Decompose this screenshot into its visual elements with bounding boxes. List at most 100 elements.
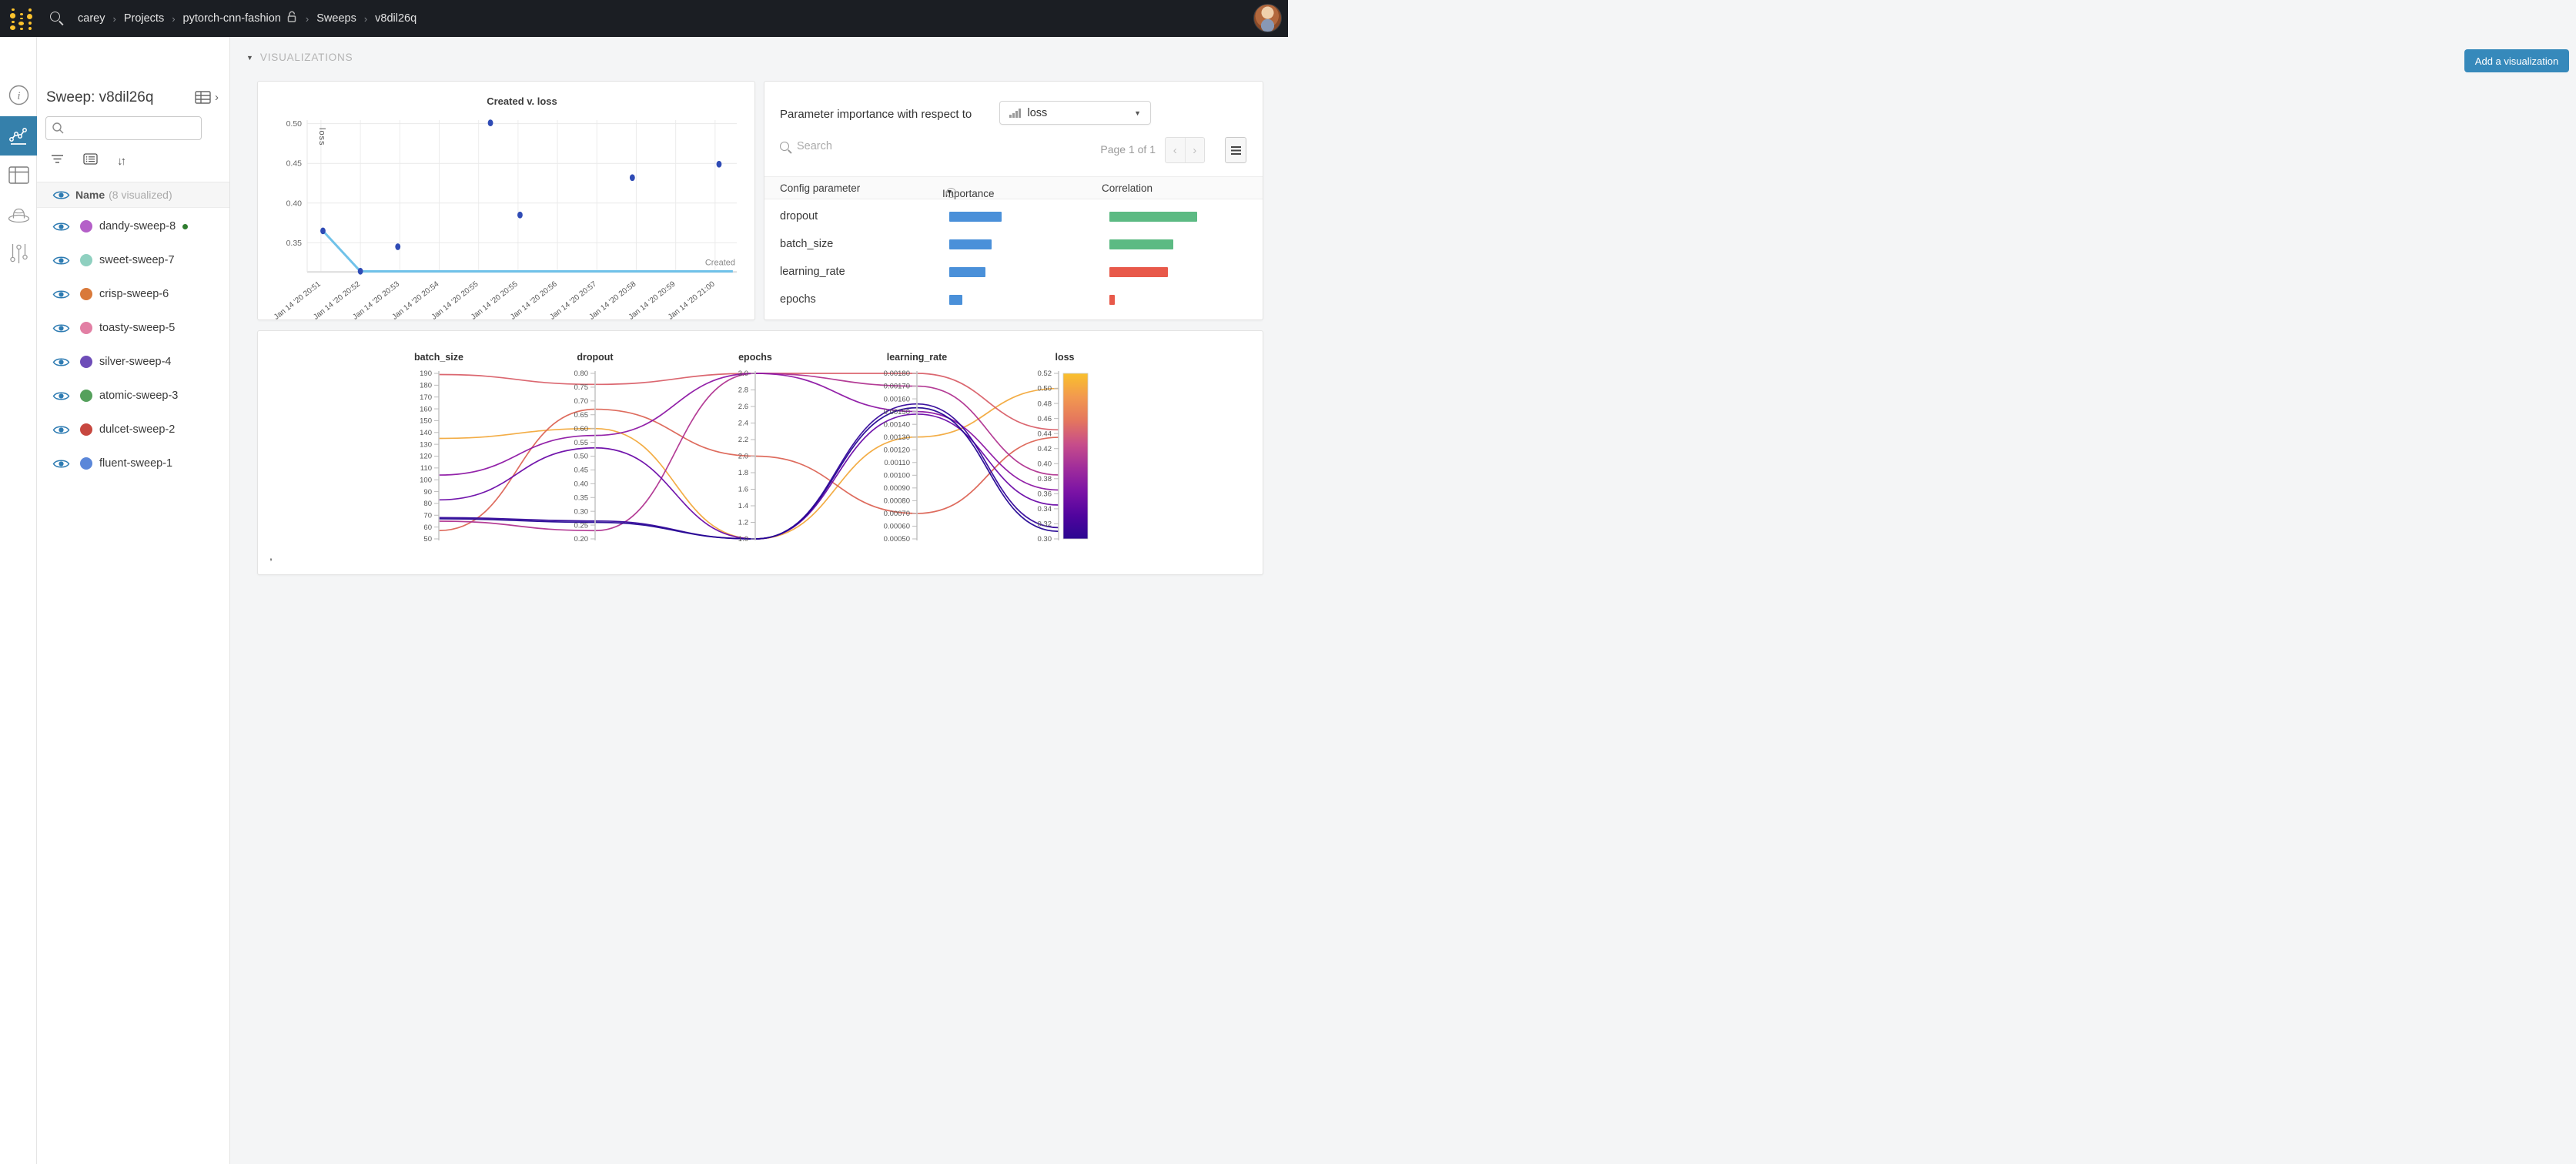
svg-text:0.30: 0.30 xyxy=(574,507,589,516)
visibility-eye-icon[interactable] xyxy=(52,390,70,402)
param-name: learning_rate xyxy=(780,266,845,278)
svg-text:0.00170: 0.00170 xyxy=(884,383,910,391)
svg-text:0.65: 0.65 xyxy=(574,411,589,420)
importance-row[interactable]: learning_rate xyxy=(764,259,1263,286)
svg-text:0.00180: 0.00180 xyxy=(884,370,910,378)
visibility-eye-icon[interactable] xyxy=(52,356,70,368)
breadcrumb-project[interactable]: pytorch-cnn-fashion xyxy=(183,12,281,25)
group-list-icon[interactable] xyxy=(83,153,98,169)
svg-text:0.35: 0.35 xyxy=(286,239,303,248)
svg-text:0.40: 0.40 xyxy=(574,480,589,489)
breadcrumb-separator: › xyxy=(364,13,367,25)
sort-desc-icon: ▼ xyxy=(946,188,952,196)
breadcrumb-separator: › xyxy=(306,13,309,25)
run-row[interactable]: toasty-sweep-5 xyxy=(37,313,229,343)
breadcrumb-user[interactable]: carey xyxy=(78,12,105,25)
svg-text:Created: Created xyxy=(705,258,735,267)
sort-icon[interactable]: ↓↑ xyxy=(117,155,124,168)
panel-menu-button[interactable] xyxy=(1225,137,1246,163)
svg-text:2.4: 2.4 xyxy=(738,420,748,428)
open-runs-table-button[interactable]: › xyxy=(195,91,219,104)
left-icon-rail: i xyxy=(0,37,37,1164)
importance-row[interactable]: batch_size xyxy=(764,231,1263,259)
visibility-eye-icon[interactable] xyxy=(52,424,70,436)
run-name[interactable]: fluent-sweep-1 xyxy=(99,457,172,470)
importance-row[interactable]: dropout xyxy=(764,203,1263,231)
run-name[interactable]: dandy-sweep-8 xyxy=(99,220,176,232)
svg-text:2.8: 2.8 xyxy=(738,386,748,395)
metric-dropdown[interactable]: loss ▼ xyxy=(999,101,1151,125)
run-row[interactable]: dandy-sweep-8 xyxy=(37,211,229,242)
runs-header-label: Name xyxy=(75,189,105,201)
run-row[interactable]: sweet-sweep-7 xyxy=(37,245,229,276)
next-page-button[interactable]: › xyxy=(1186,138,1205,162)
svg-text:190: 190 xyxy=(420,370,432,378)
run-row[interactable]: dulcet-sweep-2 xyxy=(37,414,229,445)
importance-table-header: Config parameter Importancei▼ Correlatio… xyxy=(764,176,1263,199)
user-avatar[interactable] xyxy=(1253,4,1282,32)
svg-text:0.44: 0.44 xyxy=(1038,430,1052,438)
importance-search-input[interactable] xyxy=(797,140,912,152)
visibility-eye-icon[interactable] xyxy=(52,255,70,266)
run-name[interactable]: silver-sweep-4 xyxy=(99,356,171,368)
breadcrumb-sweeps[interactable]: Sweeps xyxy=(316,12,356,25)
svg-text:0.70: 0.70 xyxy=(574,397,589,406)
wandb-logo-icon[interactable] xyxy=(10,7,33,30)
visibility-eye-icon[interactable] xyxy=(52,289,70,300)
svg-text:2.2: 2.2 xyxy=(738,436,748,444)
svg-text:1.6: 1.6 xyxy=(738,486,748,494)
svg-text:1.2: 1.2 xyxy=(738,519,748,527)
visibility-eye-icon[interactable] xyxy=(52,323,70,334)
svg-text:0.60: 0.60 xyxy=(574,425,589,433)
overview-info-icon[interactable]: i xyxy=(0,83,37,106)
correlation-bar xyxy=(1109,267,1168,277)
svg-text:loss: loss xyxy=(317,128,326,146)
breadcrumb-projects[interactable]: Projects xyxy=(124,12,164,25)
breadcrumb: carey › Projects › pytorch-cnn-fashion ›… xyxy=(78,11,417,26)
svg-text:0.00140: 0.00140 xyxy=(884,420,910,429)
visibility-eye-icon[interactable] xyxy=(52,221,70,232)
svg-text:epochs: epochs xyxy=(738,352,772,363)
run-color-dot xyxy=(80,322,92,334)
svg-text:0.00060: 0.00060 xyxy=(884,523,910,531)
visibility-all-eye-icon[interactable] xyxy=(52,189,70,201)
run-row[interactable]: silver-sweep-4 xyxy=(37,346,229,377)
run-name[interactable]: toasty-sweep-5 xyxy=(99,322,175,334)
run-color-dot xyxy=(80,220,92,232)
run-name[interactable]: dulcet-sweep-2 xyxy=(99,423,175,436)
run-row[interactable]: crisp-sweep-6 xyxy=(37,279,229,309)
sweep-title: Sweep: v8dil26q xyxy=(46,89,153,106)
svg-text:170: 170 xyxy=(420,393,432,402)
svg-text:2.6: 2.6 xyxy=(738,403,748,411)
importance-row[interactable]: epochs xyxy=(764,286,1263,314)
run-name[interactable]: crisp-sweep-6 xyxy=(99,288,169,300)
breadcrumb-sweep-id[interactable]: v8dil26q xyxy=(375,12,417,25)
run-row[interactable]: atomic-sweep-3 xyxy=(37,380,229,411)
running-indicator xyxy=(182,224,188,229)
svg-text:0.30: 0.30 xyxy=(1038,535,1052,544)
svg-text:0.00090: 0.00090 xyxy=(884,484,910,493)
svg-text:110: 110 xyxy=(420,464,432,473)
prev-page-button[interactable]: ‹ xyxy=(1166,138,1186,162)
visualizations-section-toggle[interactable]: ▼ VISUALIZATIONS xyxy=(246,52,353,63)
svg-text:160: 160 xyxy=(420,405,432,413)
svg-text:130: 130 xyxy=(420,440,432,449)
run-row[interactable]: fluent-sweep-1 xyxy=(37,448,229,479)
filter-icon[interactable] xyxy=(51,154,64,168)
sweep-controls-icon[interactable] xyxy=(0,242,37,265)
visibility-eye-icon[interactable] xyxy=(52,458,70,470)
svg-text:0.40: 0.40 xyxy=(1038,460,1052,468)
run-name[interactable]: sweet-sweep-7 xyxy=(99,254,175,266)
run-color-dot xyxy=(80,288,92,300)
model-hat-icon[interactable] xyxy=(0,202,37,226)
created-vs-loss-chart[interactable]: 0.500.450.400.35Created v. losslossCreat… xyxy=(258,82,754,319)
table-tab-icon[interactable] xyxy=(0,163,37,186)
runs-search-input[interactable] xyxy=(69,122,192,134)
charts-tab-icon[interactable] xyxy=(0,116,37,156)
correlation-bar xyxy=(1109,212,1197,222)
search-icon[interactable] xyxy=(50,12,64,25)
parameter-importance-panel: Parameter importance with respect to los… xyxy=(764,81,1263,320)
add-visualization-button[interactable]: Add a visualization xyxy=(2464,49,2569,72)
parallel-coordinates-chart[interactable]: batch_size506070809010011012013014015016… xyxy=(258,331,1263,574)
run-name[interactable]: atomic-sweep-3 xyxy=(99,390,178,402)
